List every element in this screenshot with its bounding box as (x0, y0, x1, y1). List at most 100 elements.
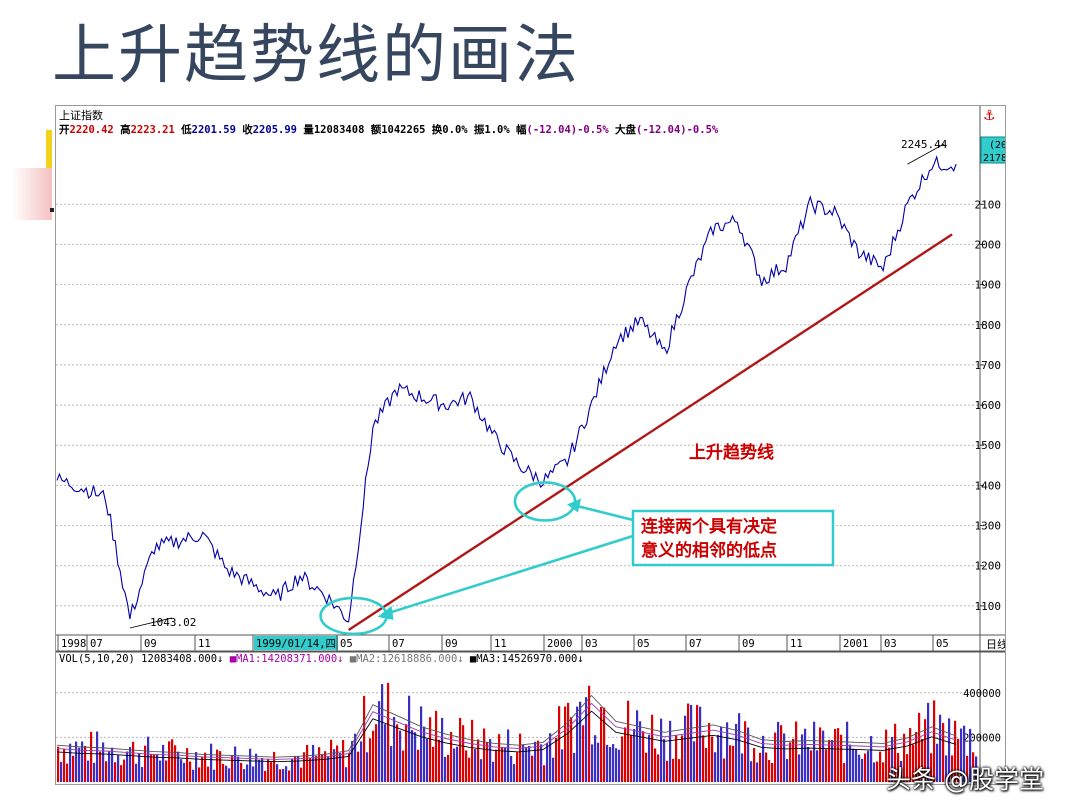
volume-bar (417, 749, 420, 782)
volume-bar (741, 753, 744, 782)
volume-bar (582, 725, 585, 782)
volume-bar (594, 735, 597, 782)
volume-bar (222, 763, 225, 782)
volume-bar (390, 746, 393, 782)
volume-bar (60, 761, 63, 782)
volume-bar (633, 729, 636, 782)
volume-bar (816, 750, 819, 782)
volume-bar (654, 748, 657, 782)
volume-bar (597, 742, 600, 782)
volume-header: VOL(5,10,20) 12083408.000↓ ■MA1:14208371… (59, 653, 584, 665)
volume-bar (153, 754, 156, 782)
volume-bar (144, 745, 147, 782)
volume-bar (540, 744, 543, 782)
volume-bar (885, 729, 888, 782)
volume-bar (585, 697, 588, 782)
volume-bar (258, 759, 261, 782)
volume-bar (405, 724, 408, 782)
volume-bar (807, 747, 810, 782)
volume-bar (327, 756, 330, 782)
volume-bar (372, 730, 375, 782)
grid-layer: 1100 1200 1300 1400 1500 1600 1700 1800 1900 2000… (56, 106, 1005, 784)
volume-bar (516, 752, 519, 782)
volume-bar (711, 736, 714, 782)
volume-bar (126, 751, 129, 782)
volume-bar (246, 764, 249, 782)
volume-bar (462, 725, 465, 782)
volume-bar (117, 755, 120, 782)
volume-bar (810, 750, 813, 782)
volume-bar (735, 723, 738, 782)
y-tick-label: 1500 (975, 439, 1002, 452)
volume-bar (882, 762, 885, 782)
volume-bar (420, 706, 423, 782)
volume-bar (429, 717, 432, 782)
decorative-bar (46, 130, 52, 178)
volume-bar (927, 702, 930, 782)
price-layer (56, 154, 957, 623)
x-tick-label: 09 (742, 638, 755, 650)
volume-bar (768, 760, 771, 782)
volume-bar (468, 757, 471, 782)
volume-bar (102, 742, 105, 782)
y-tick-label: 1100 (975, 600, 1002, 613)
volume-bar (216, 749, 219, 782)
volume-bar (66, 763, 69, 782)
volume-bar (519, 733, 522, 782)
volume-bar (84, 745, 87, 782)
volume-bar (291, 759, 294, 782)
volume-bar (672, 758, 675, 782)
volume-bar (894, 723, 897, 782)
volume-bar (708, 722, 711, 782)
high-marker-line (907, 143, 945, 165)
volume-bar (669, 720, 672, 782)
volume-bar (282, 769, 285, 782)
volume-bar (363, 695, 366, 782)
volume-bar (273, 751, 276, 782)
anchor-icon[interactable]: ⚓ (983, 108, 996, 124)
vol-tick-label: 400000 (963, 688, 1001, 700)
volume-bar (639, 721, 642, 782)
volume-bar (972, 752, 975, 782)
volume-bar (234, 746, 237, 782)
volume-bar (702, 735, 705, 782)
volume-bar (228, 768, 231, 782)
volume-bar (237, 756, 240, 782)
volume-bar (975, 756, 978, 782)
volume-bar (546, 743, 549, 782)
volume-bar (960, 728, 963, 782)
volume-bar (342, 739, 345, 782)
volume-bar (879, 751, 882, 782)
volume-bar (249, 748, 252, 782)
volume-bar (438, 739, 441, 782)
volume-bar (120, 765, 123, 782)
callout-arrow-2 (574, 504, 634, 522)
volume-bar (414, 732, 417, 782)
x-tick-label: 09 (445, 638, 458, 650)
volume-bar (612, 744, 615, 782)
x-tick-label: 2001 (843, 638, 868, 650)
volume-bar (861, 758, 864, 782)
volume-bar (321, 754, 324, 782)
x-tick-label: 1998 (61, 638, 86, 650)
volume-bar (378, 701, 381, 782)
x-tick-label: 07 (392, 638, 405, 650)
volume-bar (942, 723, 945, 782)
volume-bar (843, 763, 846, 782)
volume-bar (513, 764, 516, 782)
volume-bar (963, 725, 966, 782)
volume-bar (732, 745, 735, 782)
volume-bar (171, 739, 174, 782)
volume-bar (858, 754, 861, 782)
volume-bar (738, 713, 741, 782)
volume-bar (564, 706, 567, 782)
index-name: 上证指数 (59, 108, 103, 122)
volume-bar (72, 755, 75, 782)
y-tick-label: 1400 (975, 479, 1002, 492)
header-stats: 开2220.42 高2223.21 低2201.59 收2205.99 量120… (59, 123, 719, 136)
volume-bar (393, 717, 396, 782)
volume-bar (492, 761, 495, 782)
volume-bar (189, 761, 192, 782)
x-tick-label: 11 (494, 638, 507, 650)
volume-bar (135, 763, 138, 782)
